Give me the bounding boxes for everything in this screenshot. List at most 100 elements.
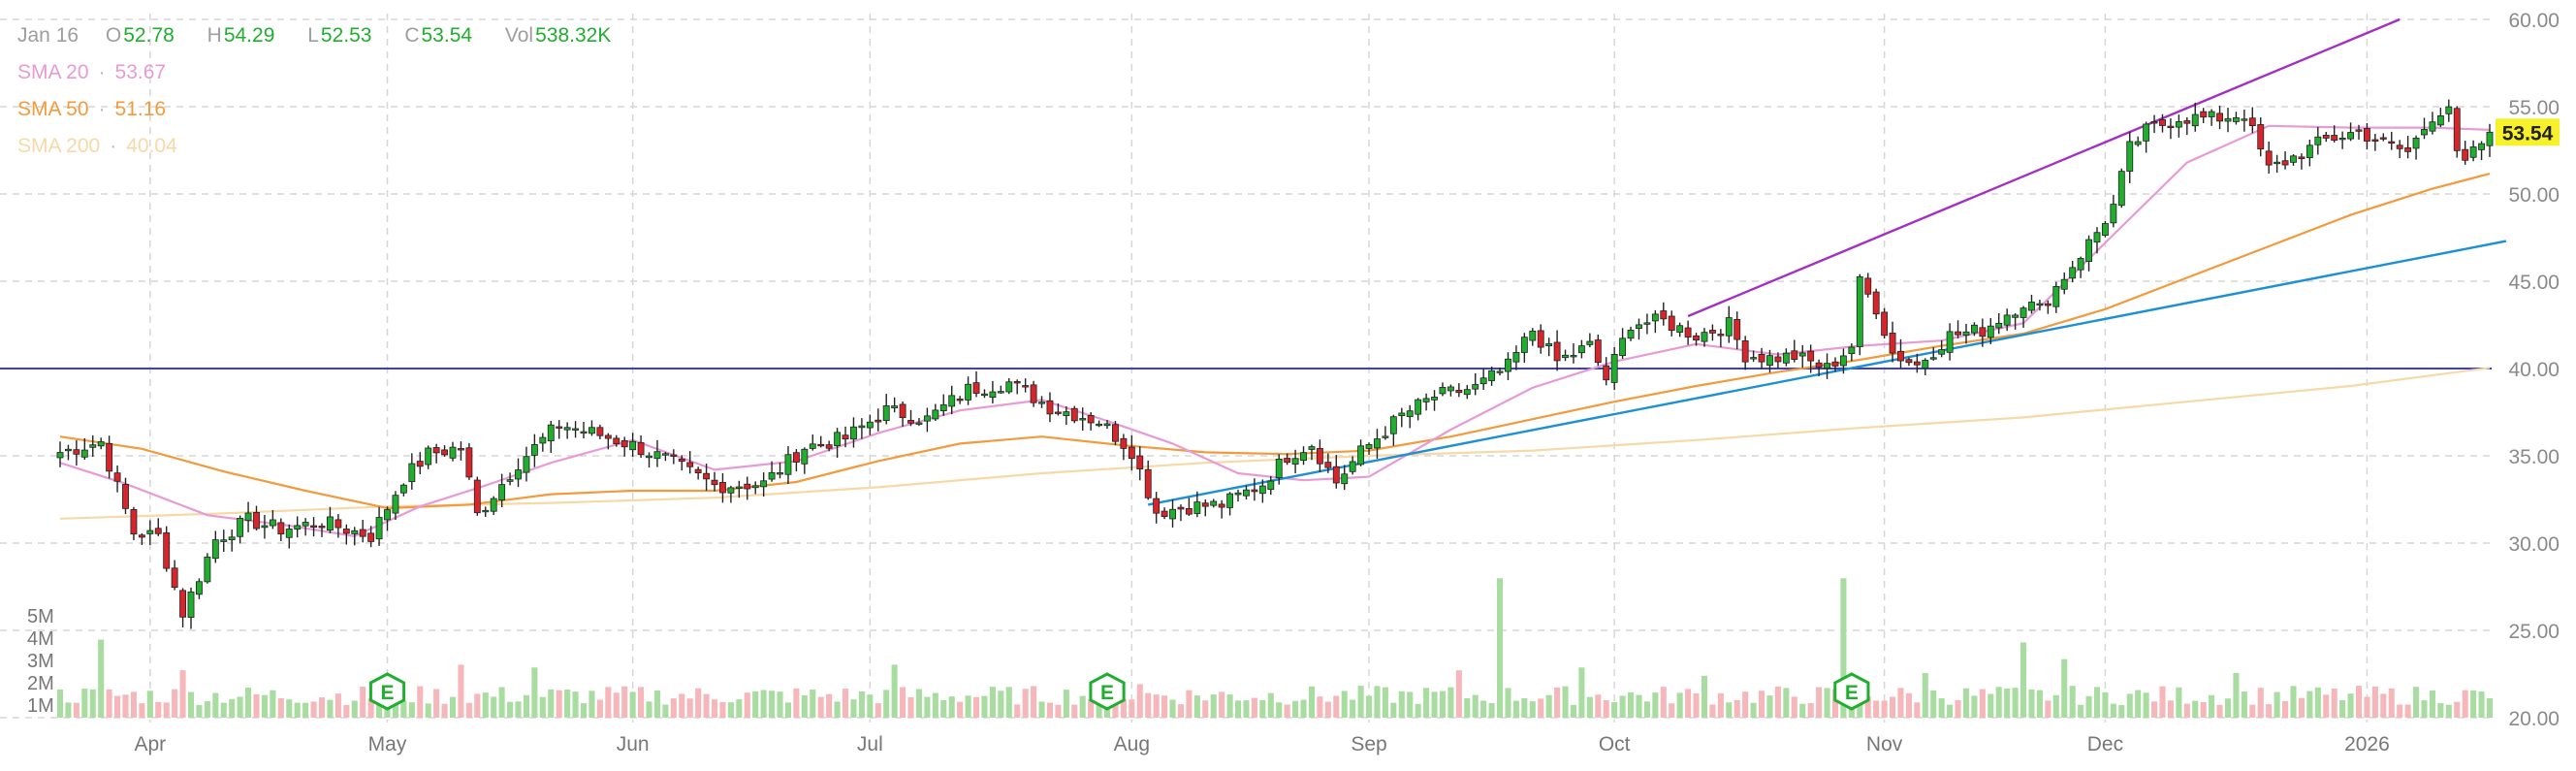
candle-body bbox=[1079, 418, 1087, 421]
volume-bar bbox=[1914, 702, 1921, 718]
volume-bar bbox=[474, 693, 481, 718]
candle-body bbox=[2388, 141, 2396, 144]
volume-bar bbox=[2429, 690, 2435, 718]
volume-bar bbox=[2249, 704, 2256, 718]
volume-bar bbox=[1881, 700, 1888, 718]
volume-bar bbox=[1365, 695, 1373, 718]
sma50-legend[interactable]: SMA 50 · 51.16 bbox=[17, 98, 167, 120]
volume-bar bbox=[1995, 687, 2002, 718]
volume-bar bbox=[1350, 699, 1356, 718]
volume-bar bbox=[1701, 675, 1708, 718]
volume-bar bbox=[491, 696, 497, 718]
volume-bar bbox=[1538, 698, 1544, 718]
candle-body bbox=[1389, 416, 1397, 434]
volume-bar bbox=[56, 689, 64, 718]
candle-body bbox=[171, 567, 178, 589]
volume-bar bbox=[1603, 700, 1609, 718]
candle-body bbox=[318, 526, 326, 529]
volume-bar bbox=[146, 691, 153, 718]
volume-bar bbox=[891, 664, 898, 718]
candle-body bbox=[294, 525, 302, 530]
candle-body bbox=[2028, 302, 2035, 311]
volume-bar bbox=[875, 703, 881, 718]
volume-bar bbox=[2331, 689, 2337, 718]
volume-bar bbox=[1210, 694, 1217, 718]
candle-body bbox=[1643, 322, 1651, 325]
volume-bar bbox=[531, 667, 538, 718]
sma20-legend[interactable]: SMA 20 · 53.67 bbox=[17, 61, 167, 83]
candle-body bbox=[1856, 276, 1863, 347]
candle-body bbox=[106, 442, 113, 472]
volume-bar bbox=[212, 692, 219, 718]
candle-body bbox=[1063, 411, 1070, 416]
volume-bar bbox=[507, 701, 514, 718]
close-value: 53.54 bbox=[421, 24, 473, 47]
candle-body bbox=[2469, 146, 2477, 158]
volume-bar bbox=[1979, 689, 1986, 718]
volume-bar bbox=[1685, 689, 1692, 718]
candle-body bbox=[588, 427, 595, 434]
candle-body bbox=[1562, 354, 1569, 359]
candle-body bbox=[1905, 359, 1913, 364]
time-tick-label: Jul bbox=[857, 733, 883, 755]
candle-body bbox=[1357, 445, 1365, 466]
volume-bar bbox=[1455, 670, 1462, 718]
volume-bar bbox=[1300, 699, 1307, 718]
candle-body bbox=[1267, 480, 1275, 491]
candle-body bbox=[981, 393, 988, 397]
volume-bar bbox=[515, 701, 522, 718]
volume-bar bbox=[662, 704, 669, 718]
volume-bar bbox=[588, 691, 595, 718]
volume-bar bbox=[482, 692, 489, 718]
candle-body bbox=[113, 472, 121, 482]
volume-bar bbox=[2151, 701, 2158, 718]
volume-bar bbox=[1595, 694, 1602, 718]
candle-body bbox=[2019, 307, 2027, 318]
bar-date: Jan 16 bbox=[17, 24, 80, 47]
candle-body bbox=[65, 448, 72, 452]
candle-body bbox=[1185, 508, 1193, 515]
candle-body bbox=[809, 443, 816, 449]
volume-bar bbox=[2126, 693, 2133, 718]
volume-bar bbox=[972, 696, 980, 718]
candle-body bbox=[694, 468, 702, 473]
sma200-legend[interactable]: SMA 200 · 40.04 bbox=[17, 135, 177, 157]
candle-body bbox=[596, 427, 604, 436]
candle-body bbox=[2314, 136, 2322, 145]
volume-bar bbox=[1774, 686, 1781, 718]
volume-bar bbox=[2445, 704, 2452, 718]
volume-bar bbox=[1267, 692, 1274, 718]
volume-bar bbox=[1439, 691, 1447, 718]
volume-bar bbox=[1521, 698, 1528, 718]
candle-body bbox=[1332, 466, 1340, 484]
candle-body bbox=[2175, 121, 2182, 128]
candle-body bbox=[179, 590, 187, 618]
candle-body bbox=[613, 437, 620, 445]
volume-bar bbox=[1864, 695, 1871, 718]
candle-body bbox=[187, 591, 195, 618]
volume-bar bbox=[1562, 686, 1569, 718]
candle-body bbox=[1881, 311, 1889, 337]
volume-bar bbox=[2069, 686, 2076, 718]
candle-body bbox=[1733, 318, 1741, 340]
candle-body bbox=[907, 420, 914, 424]
volume-bar bbox=[1783, 688, 1790, 718]
volume-bar bbox=[1816, 687, 1823, 718]
volume-bar bbox=[900, 687, 906, 718]
volume-bar bbox=[1947, 704, 1954, 718]
volume-bar bbox=[179, 670, 186, 718]
price-tick-label: 35.00 bbox=[2508, 446, 2560, 468]
volume-bar bbox=[1545, 694, 1552, 718]
volume-bar bbox=[237, 696, 243, 718]
candle-body bbox=[138, 534, 145, 538]
volume-bar bbox=[1570, 704, 1577, 718]
volume-bar bbox=[155, 701, 162, 718]
volume-bar bbox=[1759, 691, 1765, 718]
volume-bar bbox=[1922, 673, 1928, 718]
candle-body bbox=[1398, 412, 1406, 416]
candle-body bbox=[661, 453, 669, 456]
volume-bar bbox=[2397, 704, 2403, 718]
volume-bar bbox=[498, 687, 505, 718]
candle-body bbox=[244, 512, 252, 521]
